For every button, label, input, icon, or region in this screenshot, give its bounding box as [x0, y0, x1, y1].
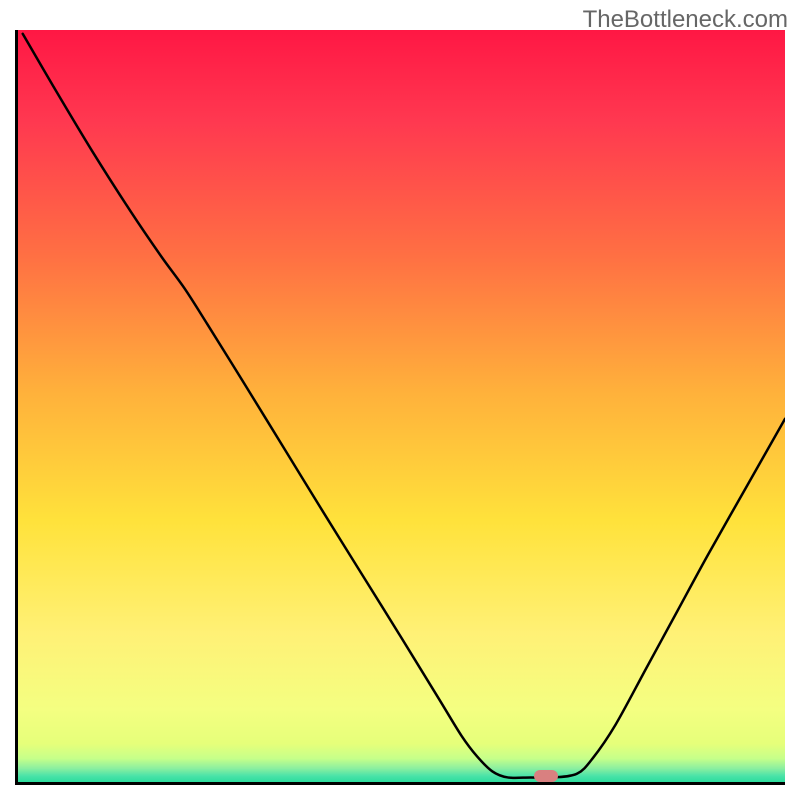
y-axis — [15, 30, 18, 785]
x-axis — [15, 782, 785, 785]
watermark-text: TheBottleneck.com — [583, 6, 788, 34]
optimal-point-marker — [534, 770, 558, 782]
bottleneck-curve — [15, 30, 785, 785]
chart-container: TheBottleneck.com — [0, 0, 800, 800]
plot-area — [15, 30, 785, 785]
